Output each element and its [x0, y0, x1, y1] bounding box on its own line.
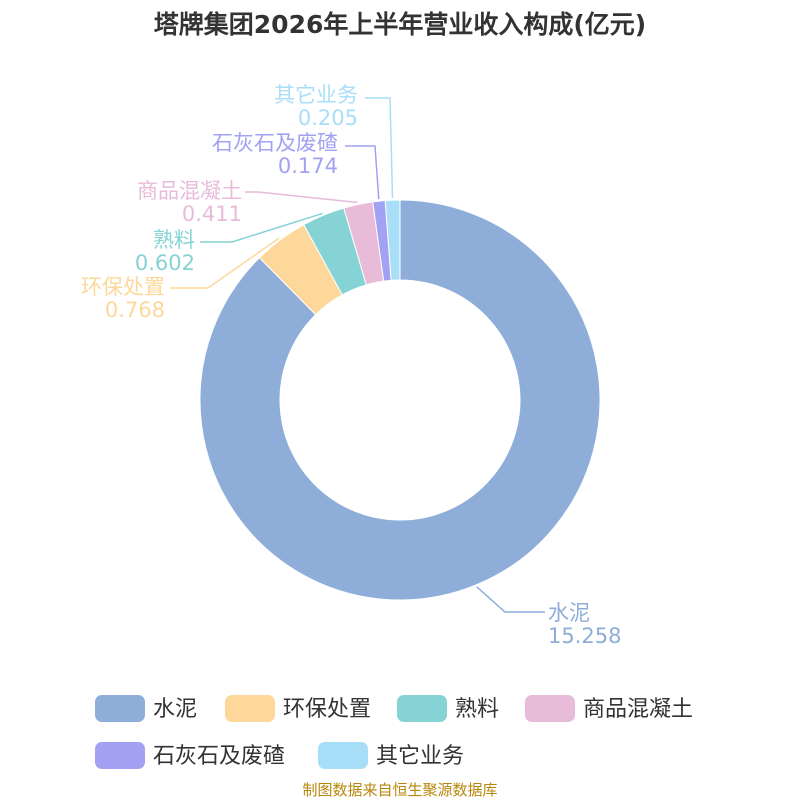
slice-label-value-5: 0.205 — [298, 106, 358, 130]
legend-swatch-4 — [95, 742, 145, 769]
slice-label-value-0: 15.258 — [548, 624, 621, 648]
slice-label-value-4: 0.174 — [278, 154, 338, 178]
leader-line-0 — [476, 586, 545, 613]
legend-swatch-2 — [397, 695, 447, 722]
leader-line-4 — [345, 145, 380, 200]
chart-title: 塔牌集团2026年上半年营业收入构成(亿元) — [154, 10, 646, 39]
slice-5 — [384, 199, 401, 281]
legend-label-5: 其它业务 — [376, 744, 464, 769]
legend-label-4: 石灰石及废碴 — [153, 744, 285, 769]
slice-label-name-5: 其它业务 — [274, 83, 358, 107]
leader-line-2 — [200, 212, 323, 243]
slice-label-name-2: 熟料 — [153, 228, 195, 252]
legend-label-3: 商品混凝土 — [583, 697, 693, 722]
legend-swatch-0 — [95, 695, 145, 722]
slice-label-value-3: 0.411 — [182, 202, 242, 226]
slice-label-value-1: 0.768 — [105, 298, 165, 322]
donut-slices — [199, 199, 601, 601]
slice-label-name-1: 环保处置 — [81, 275, 165, 299]
slice-label-value-2: 0.602 — [135, 251, 195, 275]
slice-label-name-4: 石灰石及废碴 — [212, 131, 338, 155]
legend-swatch-1 — [225, 695, 275, 722]
legend-swatch-3 — [525, 695, 575, 722]
slice-label-name-0: 水泥 — [548, 601, 590, 625]
source-note: 制图数据来自恒生聚源数据库 — [302, 781, 497, 799]
leader-line-5 — [365, 97, 394, 199]
legend-label-2: 熟料 — [455, 697, 499, 722]
leader-line-3 — [245, 191, 358, 204]
legend-swatch-5 — [318, 742, 368, 769]
legend-label-1: 环保处置 — [283, 697, 371, 722]
legend-label-0: 水泥 — [153, 697, 197, 722]
slice-label-name-3: 商品混凝土 — [137, 179, 242, 203]
slice-0 — [199, 199, 601, 601]
leader-line-1 — [170, 237, 280, 289]
